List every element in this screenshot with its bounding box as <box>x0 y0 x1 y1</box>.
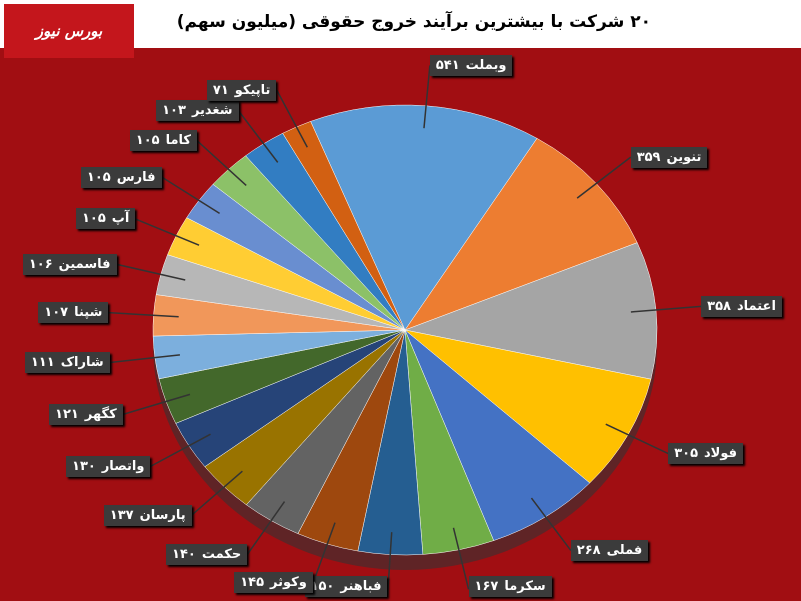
label-text: ۱۴۵ <box>240 575 265 591</box>
chart-title: ۲۰ شرکت با بیشترین برآیند خروج حقوقی (می… <box>176 12 651 32</box>
data-label: وبملت ۵۴۱ <box>429 54 513 76</box>
data-label: کگهر ۱۲۱ <box>49 403 123 425</box>
leader-line <box>134 218 200 246</box>
data-label: شاراک ۱۱۱ <box>24 352 110 374</box>
leader-line <box>196 139 247 186</box>
leader-line <box>161 176 220 215</box>
label-text: ۱۴۰ <box>172 547 196 563</box>
label-text: کگهر <box>84 406 117 422</box>
label-text: فاسمین <box>58 256 111 272</box>
label-text: فباهنر <box>340 579 382 594</box>
label-text: فارس <box>116 169 156 185</box>
label-text: فولاد <box>704 446 738 462</box>
leader-line <box>423 65 431 129</box>
label-text: ۱۰۷ <box>44 305 69 321</box>
label-text: ۷۱ <box>212 82 229 98</box>
label-text: ۲۶۸ <box>576 542 601 558</box>
label-text: اعتماد <box>736 298 776 314</box>
label-text: ۱۰۵ <box>81 211 106 227</box>
data-label: وکوثر ۱۴۵ <box>234 572 313 594</box>
label-text: ۱۶۷ <box>474 579 499 594</box>
label-text: ۳۵۹ <box>636 149 661 165</box>
label-text: ۳۰۵ <box>674 446 699 462</box>
label-text: پارسان <box>139 507 186 523</box>
label-text: تاپیکو <box>234 82 271 98</box>
label-text: شاراک <box>60 355 104 371</box>
label-text: وکوثر <box>270 575 307 591</box>
data-label: فارس ۱۰۵ <box>80 166 162 188</box>
logo: بورس نیوز <box>4 4 134 58</box>
label-text: تنوین <box>666 149 702 165</box>
data-label: فولاد ۳۰۵ <box>668 443 744 465</box>
data-label: پارسان ۱۳۷ <box>103 504 192 526</box>
leader-line <box>530 497 572 551</box>
leader-line <box>149 433 211 468</box>
leader-line <box>191 470 243 516</box>
data-label: اعتماد ۳۵۸ <box>701 295 782 317</box>
label-text: ۱۱۱ <box>30 355 55 371</box>
label-text: ۱۳۷ <box>109 507 134 523</box>
leader-line <box>108 311 179 318</box>
leader-line <box>109 354 180 364</box>
leader-line <box>116 263 186 281</box>
data-label: شغدیر ۱۰۳ <box>156 99 239 121</box>
data-label: حکمت ۱۴۰ <box>166 544 248 566</box>
data-label: واتصار ۱۳۰ <box>66 456 151 478</box>
label-text: سکرما <box>504 579 546 594</box>
label-text: ۳۵۸ <box>707 298 731 314</box>
data-label: تاپیکو ۷۱ <box>206 79 277 101</box>
label-text: ۵۴۱ <box>435 57 460 73</box>
label-text: ۱۰۵ <box>135 132 160 148</box>
label-text: ۱۰۵ <box>86 169 111 185</box>
label-text: وبملت <box>465 57 507 73</box>
label-text: حکمت <box>201 547 242 563</box>
label-text: آپ <box>111 211 130 227</box>
label-text: ۱۰۳ <box>162 102 186 118</box>
data-label: فملی ۲۶۸ <box>570 539 649 561</box>
label-text: شپنا <box>74 305 103 321</box>
leader-line <box>630 305 702 313</box>
leader-line <box>605 423 669 455</box>
leader-line <box>576 156 632 199</box>
data-label: آپ ۱۰۵ <box>75 208 136 230</box>
leader-line <box>237 109 279 163</box>
label-text: ۱۲۱ <box>55 406 79 422</box>
leader-line <box>452 527 470 590</box>
leader-line <box>386 532 393 596</box>
data-label: تنوین ۳۵۹ <box>630 146 708 168</box>
data-label: فاسمین ۱۰۶ <box>22 253 117 275</box>
leader-line <box>276 90 308 148</box>
data-label: سکرما ۱۶۷ <box>468 576 552 597</box>
label-text: ۱۰۶ <box>28 256 53 272</box>
data-label: شپنا ۱۰۷ <box>38 302 109 324</box>
data-label: فباهنر ۱۵۰ <box>304 576 388 597</box>
label-text: ۱۵۰ <box>310 579 335 594</box>
label-text: کاما <box>165 132 191 148</box>
label-text: واتصار <box>101 459 145 475</box>
label-text: شغدیر <box>191 102 233 118</box>
label-text: فملی <box>606 542 643 558</box>
leader-line <box>312 522 336 583</box>
label-text: ۱۳۰ <box>72 459 96 475</box>
leader-line <box>122 393 191 416</box>
leader-line <box>246 501 286 556</box>
data-label: کاما ۱۰۵ <box>129 129 197 151</box>
